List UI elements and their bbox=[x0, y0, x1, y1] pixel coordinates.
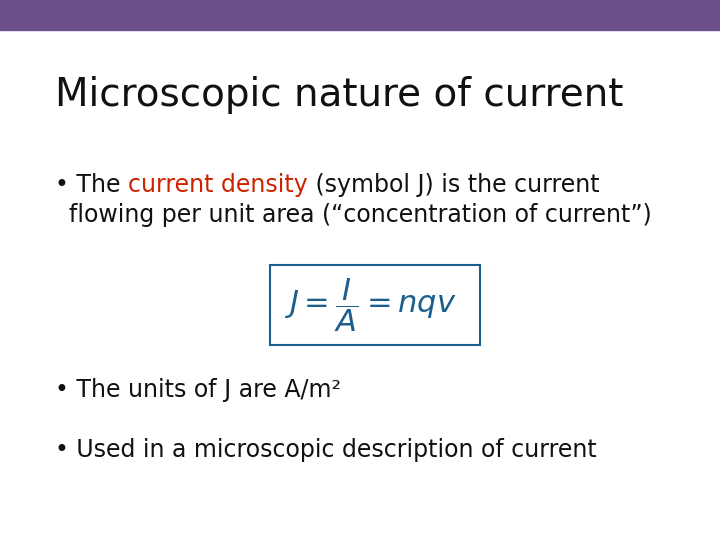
Text: (symbol J) is the current: (symbol J) is the current bbox=[307, 173, 599, 197]
Bar bbox=[0, 0, 720, 30]
Bar bbox=[270, 265, 480, 345]
Text: Microscopic nature of current: Microscopic nature of current bbox=[55, 76, 624, 114]
Text: current density: current density bbox=[128, 173, 307, 197]
Text: flowing per unit area (“concentration of current”): flowing per unit area (“concentration of… bbox=[69, 203, 652, 227]
Text: • The units of J are A/m²: • The units of J are A/m² bbox=[55, 378, 341, 402]
Text: $\mathit{J} = \dfrac{\mathit{I}}{\mathit{A}} = \mathit{nqv}$: $\mathit{J} = \dfrac{\mathit{I}}{\mathit… bbox=[284, 276, 456, 334]
Text: • Used in a microscopic description of current: • Used in a microscopic description of c… bbox=[55, 438, 597, 462]
Text: • The: • The bbox=[55, 173, 128, 197]
